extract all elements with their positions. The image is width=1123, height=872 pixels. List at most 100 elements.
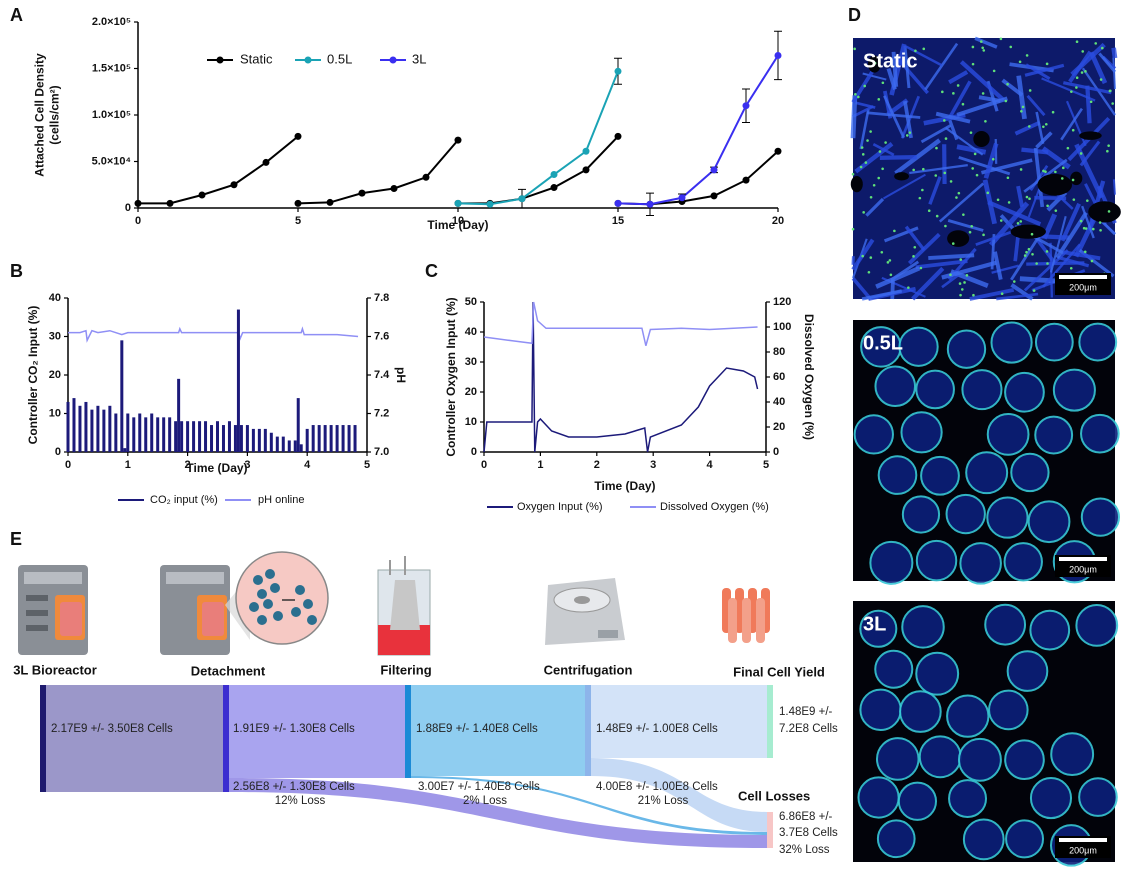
cell-fiber xyxy=(941,273,960,289)
marker xyxy=(294,199,302,207)
nucleus xyxy=(1069,266,1073,270)
void xyxy=(947,230,970,247)
cell-fiber xyxy=(882,173,926,200)
marker xyxy=(742,102,750,110)
y-tick-label: 20 xyxy=(465,386,477,398)
nucleus xyxy=(944,224,947,228)
bar xyxy=(78,405,82,452)
microcarrier xyxy=(901,605,945,649)
series-line xyxy=(617,54,779,206)
y2-tick-label: 7.0 xyxy=(374,446,389,458)
nucleus xyxy=(886,261,890,264)
marker xyxy=(326,198,334,206)
bar xyxy=(323,425,327,452)
nucleus xyxy=(851,227,855,231)
microcarrier xyxy=(915,651,960,696)
stage-label: Centrifugation xyxy=(544,662,633,677)
cell-fiber xyxy=(875,265,921,289)
nucleus xyxy=(971,45,975,49)
nucleus xyxy=(971,167,974,170)
bar xyxy=(192,421,196,452)
cell-fiber xyxy=(883,226,919,243)
legend-label: 3L xyxy=(412,51,426,66)
nucleus xyxy=(854,93,857,96)
legend-label: Static xyxy=(240,51,273,66)
nucleus xyxy=(1072,198,1076,201)
marker xyxy=(518,195,526,203)
microcarrier xyxy=(897,781,938,821)
bar xyxy=(233,425,237,452)
nucleus xyxy=(1042,169,1045,173)
nucleus xyxy=(862,211,865,214)
nucleus xyxy=(922,47,926,51)
cell-fiber xyxy=(879,154,917,160)
bar xyxy=(353,425,357,452)
x-tick-label: 4 xyxy=(304,459,311,471)
nucleus xyxy=(986,191,990,195)
nucleus xyxy=(1016,222,1020,225)
cell-fiber xyxy=(1057,255,1090,268)
series-line xyxy=(483,301,758,346)
legend-label: CO₂ input (%) xyxy=(150,494,218,506)
y2-tick-label: 7.8 xyxy=(374,292,389,304)
y2-tick-label: 80 xyxy=(773,346,785,358)
microcarrier xyxy=(959,542,1002,585)
nucleus xyxy=(1046,204,1049,208)
cell-fiber xyxy=(1085,85,1092,124)
void xyxy=(1010,224,1046,239)
nucleus xyxy=(1054,170,1057,174)
x-tick-label: 2 xyxy=(594,459,600,471)
marker xyxy=(486,200,494,208)
void xyxy=(973,131,990,148)
microcarrier xyxy=(857,776,900,819)
scale-bar xyxy=(1059,838,1107,842)
nucleus xyxy=(944,137,948,140)
x-axis-label: Time (Day) xyxy=(186,461,247,475)
nucleus xyxy=(1006,176,1010,180)
marker xyxy=(262,158,270,166)
microcarrier xyxy=(1029,777,1073,820)
y-tick-label: 0 xyxy=(471,446,477,458)
x-tick-label: 0 xyxy=(481,459,487,471)
loss-percent: 12% Loss xyxy=(275,795,326,807)
nucleus xyxy=(961,102,965,106)
nucleus xyxy=(1098,221,1102,224)
nucleus xyxy=(991,157,995,161)
nucleus xyxy=(960,288,964,291)
nucleus xyxy=(1089,100,1093,104)
nucleus xyxy=(1027,247,1031,251)
scale-bar-label: 200μm xyxy=(1069,282,1097,292)
loss-flow xyxy=(229,778,767,848)
nucleus xyxy=(943,171,947,175)
nucleus xyxy=(1106,149,1109,153)
nucleus xyxy=(949,273,952,277)
cell-fiber xyxy=(938,182,985,223)
cell-fiber xyxy=(851,238,875,271)
microcarrier xyxy=(920,455,960,496)
bar xyxy=(114,413,118,452)
series-line xyxy=(138,135,779,206)
node-label: 1.91E9 +/- 1.30E8 Cells xyxy=(233,723,355,735)
microcarrier xyxy=(990,321,1033,364)
bar xyxy=(341,425,345,452)
cell-fiber xyxy=(859,109,870,150)
nucleus xyxy=(996,198,1000,202)
nucleus xyxy=(1083,250,1087,254)
bar xyxy=(347,425,351,452)
bar xyxy=(227,421,231,452)
nucleus xyxy=(1075,86,1078,89)
legend-marker xyxy=(304,56,312,64)
stage-label: Detachment xyxy=(191,663,266,678)
nucleus xyxy=(866,139,869,142)
bioreactor-icon xyxy=(18,565,88,655)
cell-fiber xyxy=(886,67,897,90)
nucleus xyxy=(1009,45,1013,49)
microcarrier xyxy=(898,326,939,367)
x-tick-label: 5 xyxy=(364,459,370,471)
y-tick-label: 10 xyxy=(465,416,477,428)
cell-fiber xyxy=(947,219,984,232)
cell-fiber xyxy=(862,72,887,81)
loss-percent: 2% Loss xyxy=(463,795,507,807)
microcarrier xyxy=(1005,819,1045,859)
cell-fiber xyxy=(861,289,903,301)
